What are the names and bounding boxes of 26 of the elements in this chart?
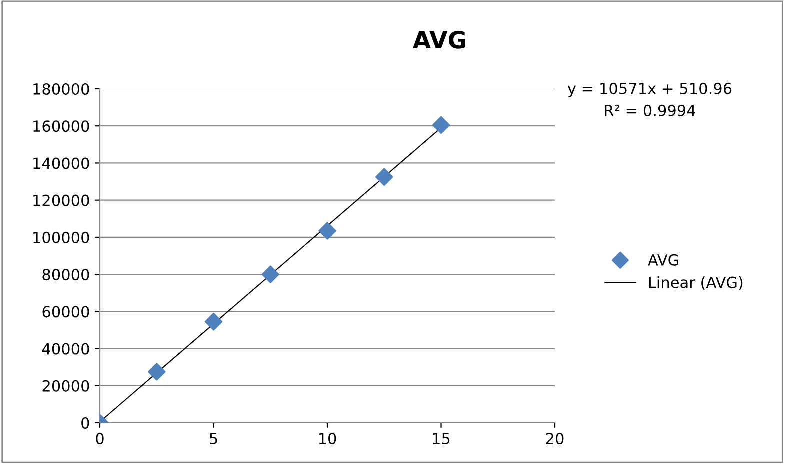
text: y = 10571x + 510.96 xyxy=(568,82,732,98)
point xyxy=(432,116,450,134)
y-tick-label: 120000 xyxy=(34,194,90,206)
x-tick-label: 10 xyxy=(319,432,336,445)
point xyxy=(318,222,336,240)
x-tick-label: 20 xyxy=(546,432,564,445)
x-tick-label: 0 xyxy=(96,432,104,445)
y-tick-label: 40000 xyxy=(42,343,90,355)
y-tick-label: 0 xyxy=(82,417,90,430)
legend-label: Linear (AVG) xyxy=(649,276,743,290)
point xyxy=(262,266,280,284)
point xyxy=(148,363,166,381)
chart-title: AVG xyxy=(412,30,466,49)
y-tick-label: 80000 xyxy=(42,269,90,281)
y-tick-label: 60000 xyxy=(42,306,90,318)
x-tick-label: 5 xyxy=(210,433,218,445)
y-tick-label: 20000 xyxy=(42,380,90,392)
point xyxy=(375,168,394,186)
y-tick-label: 140000 xyxy=(34,158,90,170)
y-tick-label: 180000 xyxy=(34,83,90,96)
y-tick-label: 100000 xyxy=(34,232,90,244)
y-tick-label: 160000 xyxy=(34,120,90,132)
legend-label: AVG xyxy=(648,254,678,266)
point xyxy=(204,312,223,331)
text: R² = 0.9994 xyxy=(605,104,696,116)
x-tick-label: 15 xyxy=(433,433,450,445)
